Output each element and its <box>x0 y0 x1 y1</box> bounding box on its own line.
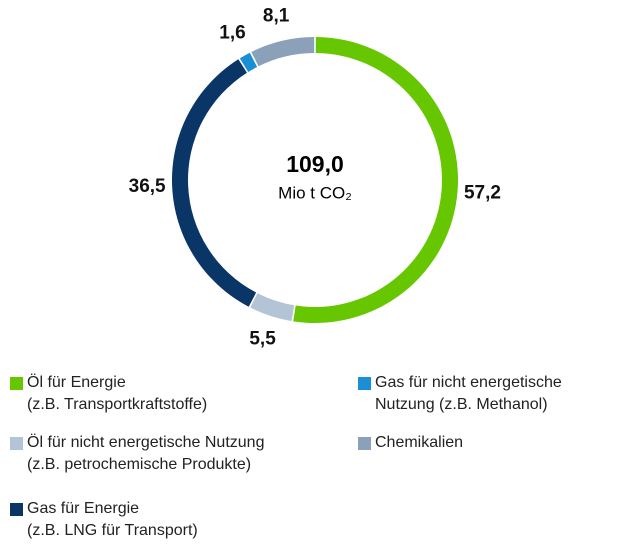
donut-segment <box>293 37 458 324</box>
legend-swatch <box>10 503 23 516</box>
donut-segment <box>251 37 315 67</box>
legend-item: Öl für Energie (z.B. Transportkraftstoff… <box>10 372 207 416</box>
center-unit: Mio t CO₂ <box>278 183 352 202</box>
legend-swatch <box>358 437 371 450</box>
data-label: 57,2 <box>464 182 501 203</box>
legend-swatch <box>358 377 371 390</box>
legend-item: Öl für nicht energetische Nutzung (z.B. … <box>10 432 264 476</box>
legend-swatch <box>10 437 23 450</box>
legend-label: Gas für nicht energetische Nutzung (z.B.… <box>375 374 562 413</box>
legend-label: Gas für Energie (z.B. LNG für Transport) <box>27 500 198 539</box>
legend-label: Öl für nicht energetische Nutzung (z.B. … <box>27 434 265 473</box>
legend-swatch <box>10 377 23 390</box>
legend-item: Gas für nicht energetische Nutzung (z.B.… <box>358 372 562 416</box>
legend-label: Öl für Energie (z.B. Transportkraftstoff… <box>27 374 208 413</box>
data-label: 8,1 <box>263 6 290 27</box>
data-label: 36,5 <box>129 176 166 197</box>
legend-item: Chemikalien <box>358 432 463 454</box>
data-label: 1,6 <box>219 23 245 44</box>
donut-segment <box>239 52 258 72</box>
donut-segment <box>250 293 295 322</box>
center-total: 109,0 <box>286 151 344 177</box>
legend-item: Gas für Energie (z.B. LNG für Transport) <box>10 498 198 542</box>
chart: 109,0 Mio t CO₂ 57,2 5,5 36,5 1,6 8,1 <box>129 6 501 350</box>
data-label: 5,5 <box>249 329 276 350</box>
donut-segment <box>172 59 257 307</box>
legend-label: Chemikalien <box>375 434 464 451</box>
